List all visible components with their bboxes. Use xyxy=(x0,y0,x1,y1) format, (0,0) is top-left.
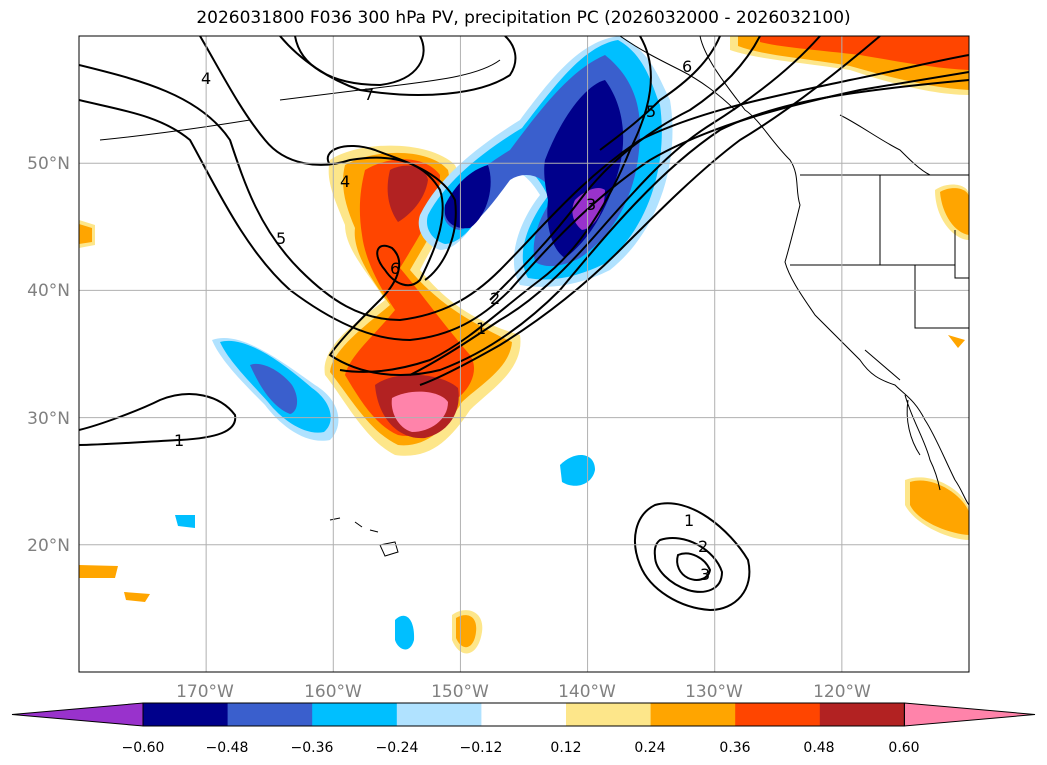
lon-label: 150°W xyxy=(431,682,489,702)
colorbar-tick-label: −0.60 xyxy=(122,740,165,756)
colorbar-tick-label: 0.12 xyxy=(550,740,581,756)
precip-positive-region xyxy=(79,565,118,578)
precip-fill-layer xyxy=(79,36,969,654)
precip-negative-region xyxy=(544,80,624,258)
lat-label: 50°N xyxy=(27,154,70,174)
contour-label: 2 xyxy=(490,289,500,308)
contour-label: 4 xyxy=(340,172,350,191)
precip-positive-region xyxy=(387,165,428,222)
colorbar-segment xyxy=(566,703,652,726)
colorbar-tick-label: −0.12 xyxy=(460,740,503,756)
colorbar-segment xyxy=(481,703,567,726)
pv-contour xyxy=(339,36,652,373)
colorbar-extend-max xyxy=(903,702,1036,727)
colorbar-tick-label: −0.48 xyxy=(206,740,249,756)
pv-contour xyxy=(409,36,821,376)
north-america-coastline xyxy=(699,36,969,506)
lat-label: 30°N xyxy=(27,409,70,429)
pv-contour xyxy=(676,552,712,581)
map-title: 2026031800 F036 300 hPa PV, precipitatio… xyxy=(196,8,851,28)
contour-label: 1 xyxy=(476,319,486,338)
colorbar: −0.60 −0.48 −0.36 −0.24 −0.12 0.12 0.24 … xyxy=(11,702,1036,756)
contour-label: 2 xyxy=(698,537,708,556)
precip-positive-region xyxy=(948,335,965,348)
pv-contour-layer xyxy=(79,36,969,612)
contour-label: 3 xyxy=(700,565,710,584)
colorbar-tick-label: 0.24 xyxy=(634,740,665,756)
colorbar-segment xyxy=(143,703,229,726)
contour-label: 6 xyxy=(390,259,400,278)
colorbar-ticks: −0.60 −0.48 −0.36 −0.24 −0.12 0.12 0.24 … xyxy=(122,740,920,756)
colorbar-segment xyxy=(650,703,736,726)
precip-negative-region xyxy=(250,363,298,414)
lon-label: 130°W xyxy=(685,682,743,702)
colorbar-segment xyxy=(735,703,821,726)
graticule-layer xyxy=(79,36,969,672)
colorbar-segment xyxy=(312,703,398,726)
colorbar-tick-label: 0.60 xyxy=(888,740,919,756)
contour-label: 5 xyxy=(276,229,286,248)
colorbar-outline xyxy=(142,702,905,727)
hawaii-islands xyxy=(329,517,399,557)
colorbar-tick-label: −0.36 xyxy=(291,740,334,756)
precip-negative-region xyxy=(560,454,595,486)
contour-label: 7 xyxy=(364,85,374,104)
lon-label: 170°W xyxy=(176,682,234,702)
colorbar-tick-label: 0.48 xyxy=(803,740,834,756)
contour-label: 4 xyxy=(201,69,211,88)
colorbar-segment xyxy=(819,703,905,726)
baja-coastline xyxy=(904,394,941,491)
precip-positive-region xyxy=(910,480,969,535)
contour-label: 5 xyxy=(646,102,656,121)
precip-negative-region xyxy=(175,515,195,528)
pv-contour xyxy=(326,145,457,281)
lon-label: 160°W xyxy=(304,682,362,702)
colorbar-segment xyxy=(227,703,313,726)
precip-negative-region xyxy=(395,615,415,650)
contour-label: 3 xyxy=(586,195,596,214)
lon-label: 120°W xyxy=(813,682,871,702)
coastline-layer xyxy=(99,36,969,557)
lat-label: 40°N xyxy=(27,281,70,301)
precip-positive-region xyxy=(391,391,448,432)
precip-positive-region xyxy=(124,592,150,602)
colorbar-segment xyxy=(396,703,482,726)
precip-positive-region xyxy=(345,159,475,436)
colorbar-extend-min xyxy=(11,702,144,727)
contour-label-layer: 7 4 4 5 6 2 1 1 3 5 6 1 2 3 xyxy=(174,57,710,584)
colorbar-segments xyxy=(11,702,1036,727)
map-panel: 7 4 4 5 6 2 1 1 3 5 6 1 2 3 170°W 160°W … xyxy=(27,35,970,702)
precip-positive-region xyxy=(79,224,92,244)
colorbar-tick-label: −0.24 xyxy=(376,740,419,756)
aleutian-coastline xyxy=(99,59,501,141)
precip-positive-region xyxy=(940,188,969,235)
pv-contour xyxy=(599,36,721,151)
pv-contour xyxy=(653,537,724,593)
map-frame xyxy=(78,35,970,673)
canada-coast-lakes xyxy=(839,114,931,176)
lat-label: 20°N xyxy=(27,536,70,556)
lon-label: 140°W xyxy=(558,682,616,702)
alaska-panhandle-coastline xyxy=(619,36,736,111)
contour-label: 1 xyxy=(684,511,694,530)
us-state-borders xyxy=(790,175,969,381)
contour-label: 1 xyxy=(174,431,184,450)
pv-contour xyxy=(489,36,761,301)
contour-label: 6 xyxy=(682,57,692,76)
pv-contour xyxy=(419,36,881,386)
latitude-labels: 20°N 30°N 40°N 50°N xyxy=(27,154,70,556)
colorbar-tick-label: 0.36 xyxy=(719,740,750,756)
precip-positive-region xyxy=(456,615,477,648)
pv-contour xyxy=(79,393,237,446)
pv-contour xyxy=(294,36,425,87)
pv-contour xyxy=(634,502,751,612)
pv-contour xyxy=(199,36,969,376)
longitude-labels: 170°W 160°W 150°W 140°W 130°W 120°W xyxy=(176,682,871,702)
